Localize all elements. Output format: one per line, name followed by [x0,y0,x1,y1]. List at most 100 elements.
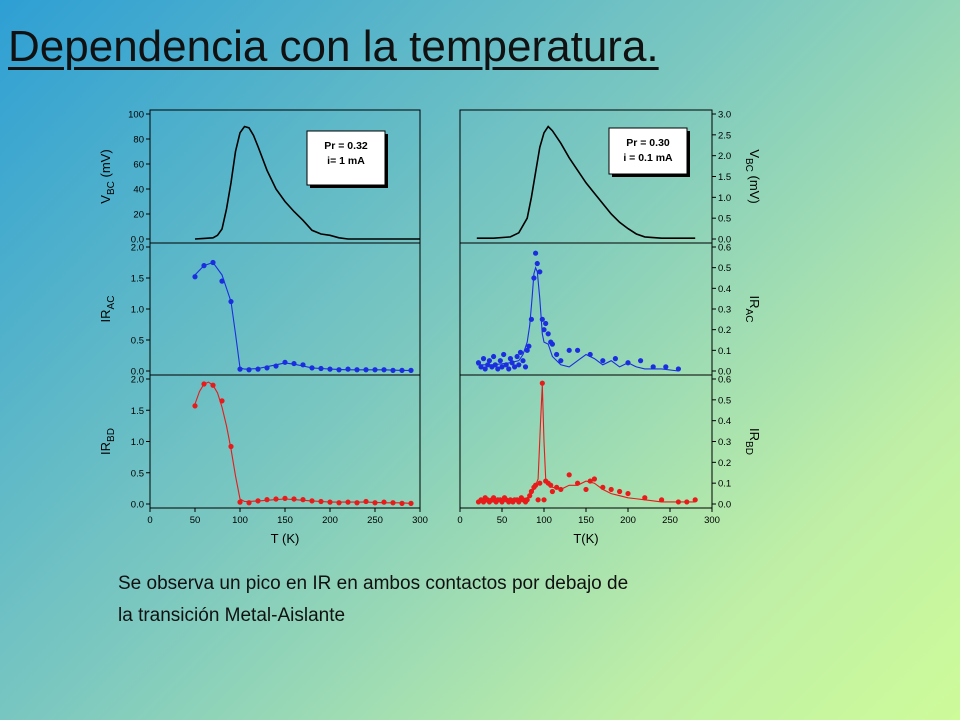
y-tick-label: 0.3 [718,305,731,316]
data-point [539,316,545,322]
y-axis-label-main: V [98,195,113,204]
data-point [399,500,405,506]
y-tick-label: 0.2 [718,458,731,469]
y-tick-label: 1.0 [131,305,144,316]
data-point [354,500,360,506]
y-tick-label: 0.5 [131,336,144,347]
data-point [201,381,207,387]
data-point [608,486,614,493]
data-point [264,497,270,503]
data-point [491,495,497,501]
fit-line [194,381,412,504]
data-point [528,488,535,495]
y-tick-label: 0.3 [718,437,731,448]
y-tick-label: 100 [128,110,144,121]
x-tick-label: 300 [704,515,720,526]
annotation-box [306,130,386,186]
y-axis-label-main: IR [747,428,762,441]
x-tick-label: 150 [277,515,293,526]
data-point [625,490,631,497]
data-point [524,497,530,503]
x-tick-label: 100 [232,515,248,526]
data-point [192,274,198,280]
y-tick-label: 80 [133,135,144,146]
data-point [612,356,619,362]
y-axis-label: VBC (mV) [98,149,117,203]
x-tick-label: 200 [620,515,636,526]
x-tick-label: 0 [457,515,462,526]
y-axis-label-sub: BD [106,428,117,442]
data-point [650,364,656,370]
fit-line [194,261,411,371]
y-tick-label: 0.1 [718,346,731,357]
data-point [237,499,243,505]
annotation-line: i= 1 mA [327,155,365,167]
data-point [553,484,560,490]
data-point [219,398,225,404]
data-point [291,360,297,367]
data-point [354,367,360,373]
fit-line [476,385,696,503]
y-tick-label: 2.0 [131,243,144,254]
data-point [625,360,631,366]
data-point [574,480,581,486]
data-point [309,498,315,504]
y-axis-label-sub: AC [743,309,754,323]
y-tick-label: 2.5 [718,130,731,141]
data-point [390,367,396,373]
y-axis-label-sub: BC [743,158,754,172]
data-point [548,482,554,488]
x-tick-label: 250 [367,515,383,526]
data-point [499,364,505,370]
plot-right-bottom: 0.0 0.1 0.2 0.3 0.4 0.5 0.6 0 50 100 150 200 250 300 T… [457,374,762,546]
annotation-line: Pr = 0.32 [324,140,368,152]
data-point [558,486,564,493]
data-point [482,366,488,372]
data-point [503,362,509,368]
data-point [300,362,306,368]
x-tick-label: 50 [497,515,508,526]
data-point [497,358,503,364]
data-point [541,497,547,503]
y-tick-label: 0.4 [718,416,731,427]
y-tick-label: 1.0 [718,193,731,204]
y-tick-label: 20 [133,210,144,221]
data-point [522,364,529,370]
y-axis-label-main: IR [98,442,113,455]
data-point [282,495,288,501]
data-point [210,259,216,266]
data-point [616,488,623,495]
data-point [675,366,682,372]
y-tick-label: 0.1 [718,479,731,490]
data-point [255,366,261,372]
x-axis-label: T (K) [271,531,300,546]
data-point [282,359,288,365]
data-point [642,495,648,501]
data-point [566,472,572,478]
data-point [201,263,207,269]
y-tick-label: 0.4 [718,284,731,295]
y-axis-label-unit: (mV) [98,149,113,181]
y-axis-label: IRAC [743,296,762,323]
y-tick-label: 40 [133,185,144,196]
y-tick-label: 0.5 [131,468,144,479]
plot-frame [149,374,421,509]
annotation-box [608,127,688,175]
data-point [501,351,507,358]
data-point [345,499,351,505]
x-tick-label: 50 [190,515,201,526]
data-point [237,366,243,372]
data-point [600,484,606,490]
annotation-line: i = 0.1 mA [623,152,673,164]
slide-title: Dependencia con la temperatura. [8,22,659,71]
y-tick-label: 0.0 [131,367,144,378]
y-axis-label-unit: (mV) [747,172,762,204]
data-point [517,349,524,356]
y-axis-label: IRAC [98,296,117,323]
data-point [273,363,279,369]
plot-left-top: 0.0 20 40 60 80 100 VBC (mV) Pr = 0.32 i= 1 mA [98,109,421,246]
data-point [309,365,315,371]
x-tick-label: 250 [662,515,678,526]
y-tick-label: 1.0 [131,437,144,448]
y-axis-label-main: V [747,149,762,158]
